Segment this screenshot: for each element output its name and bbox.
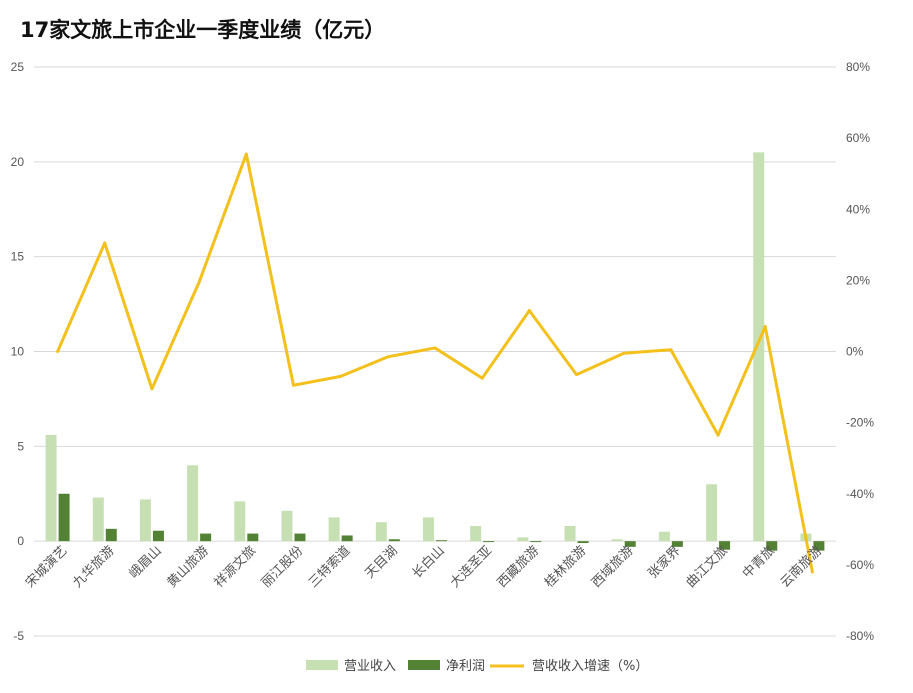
profit-bar [105,528,117,542]
category-label: 大连圣亚 [447,543,495,591]
category-label: 西藏旅游 [495,543,542,590]
left-tick-label: 0 [17,534,24,548]
category-label: 祥源文旅 [212,543,259,590]
left-y-axis: -5 0 5 10 15 20 25 [11,60,25,643]
growth-point [763,325,767,329]
right-tick-label: 40% [846,202,870,216]
right-tick-label: 80% [846,60,870,74]
right-tick-label: 60% [846,131,870,145]
growth-point [386,355,390,359]
profit-bar [577,541,589,544]
revenue-bar [517,537,529,542]
growth-point [56,350,60,353]
growth-series-line [56,152,814,573]
category-labels: 宋城演艺 九华旅游 峨眉山 黄山旅游 祥源文旅 丽江股份 三特索道 天目湖 长白山 大连圣亚 西藏旅… [22,543,825,591]
profit-bar [247,533,259,542]
growth-point [433,346,437,350]
category-label: 黄山旅游 [165,543,212,590]
profit-bar [671,541,683,547]
right-tick-label: 0% [846,345,864,359]
profit-bar [294,533,306,542]
growth-point [244,152,248,156]
category-label: 桂林旅游 [542,543,589,590]
revenue-bar [45,434,57,542]
growth-point [810,570,814,574]
left-tick-label: 10 [11,345,25,359]
profit-bar [719,541,731,550]
category-label: 三特索道 [306,543,353,590]
revenue-bar [470,525,482,542]
right-y-axis: -80% -60% -40% -20% 0% 20% 40% 60% 80% [846,60,874,643]
revenue-bar [564,525,576,542]
left-tick-label: -5 [13,629,24,643]
left-tick-label: 20 [11,155,25,169]
revenue-bar [92,497,104,542]
profit-bar [58,493,70,542]
bars [45,152,825,551]
revenue-bar [375,522,387,542]
category-label: 峨眉山 [127,543,165,581]
right-tick-label: -60% [846,558,874,572]
growth-point [197,280,201,284]
right-tick-label: -20% [846,416,874,430]
growth-point [291,383,295,387]
category-label: 中青旅 [740,543,778,581]
growth-point [103,241,107,245]
right-tick-label: -40% [846,487,874,501]
revenue-bar [139,499,151,542]
category-label: 九华旅游 [70,543,117,590]
revenue-bar [234,501,246,542]
revenue-bar [611,539,623,542]
category-label: 西域旅游 [589,543,636,590]
legend-label-revenue: 营业收入 [344,659,396,674]
profit-bar [766,541,778,551]
category-label: 天目湖 [362,543,400,581]
category-label: 宋城演艺 [22,543,70,591]
revenue-bar [328,517,340,542]
growth-point [716,433,720,437]
revenue-bar [753,152,765,542]
growth-point [575,373,579,377]
category-label: 云南旅游 [777,543,825,591]
growth-point [480,376,484,380]
profit-bar [152,530,164,542]
left-tick-label: 15 [11,250,25,264]
revenue-bar [281,510,293,542]
profit-bar [388,539,400,542]
growth-point [527,309,531,313]
legend: 营业收入 净利润 营收收入增速（%） [306,659,648,674]
revenue-bar [706,484,718,542]
growth-point [669,348,673,352]
legend-swatch-profit [408,660,440,670]
right-tick-label: -80% [846,629,874,643]
profit-bar [624,541,636,547]
category-label: 长白山 [409,543,448,582]
category-label: 张家界 [645,543,684,582]
category-label: 丽江股份 [259,543,306,590]
revenue-bar [187,465,199,542]
revenue-bar [423,517,434,542]
legend-label-growth: 营收收入增速（%） [532,659,648,674]
revenue-bar [658,531,670,542]
growth-point [150,387,154,391]
growth-point [622,351,626,355]
right-tick-label: 20% [846,273,870,287]
left-tick-label: 25 [11,60,25,74]
left-tick-label: 5 [17,439,24,453]
profit-bar [436,540,447,542]
profit-bar [200,533,212,542]
growth-line [56,152,814,574]
growth-point [339,374,343,378]
profit-bar [813,541,825,551]
chart-title: 17家文旅上市企业一季度业绩（亿元） [20,18,386,42]
profit-bar [530,541,542,543]
legend-label-profit: 净利润 [446,659,485,674]
category-label: 曲江文旅 [684,543,731,590]
profit-bar [341,535,353,542]
legend-swatch-revenue [306,660,338,670]
profit-bar [483,541,495,543]
